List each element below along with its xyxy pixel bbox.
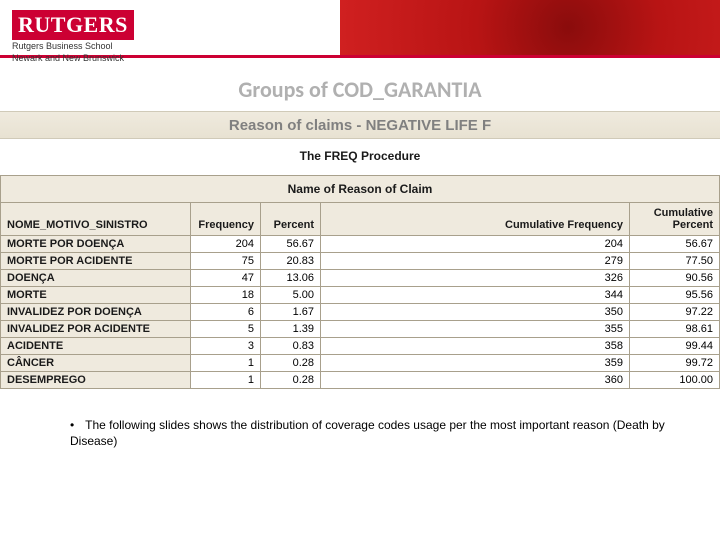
table-row: CÂNCER10.2835999.72 <box>1 355 720 372</box>
logo: RUTGERS Rutgers Business School Newark a… <box>12 10 134 64</box>
cell-cpct: 90.56 <box>630 270 720 287</box>
header: RUTGERS Rutgers Business School Newark a… <box>0 0 720 70</box>
cell-cpct: 100.00 <box>630 372 720 389</box>
col-pct: Percent <box>261 203 321 236</box>
cell-pct: 1.67 <box>261 304 321 321</box>
logo-subtitle-2: Newark and New Brunswick <box>12 54 134 64</box>
logo-subtitle-1: Rutgers Business School <box>12 42 134 52</box>
cell-label: MORTE <box>1 287 191 304</box>
proc-label: The FREQ Procedure <box>0 139 720 175</box>
cell-cpct: 98.61 <box>630 321 720 338</box>
table-row: MORTE POR ACIDENTE7520.8327977.50 <box>1 253 720 270</box>
cell-freq: 1 <box>191 372 261 389</box>
cell-freq: 6 <box>191 304 261 321</box>
cell-pct: 56.67 <box>261 236 321 253</box>
cell-cfreq: 350 <box>321 304 630 321</box>
cell-cfreq: 279 <box>321 253 630 270</box>
col-freq: Frequency <box>191 203 261 236</box>
cell-label: DOENÇA <box>1 270 191 287</box>
cell-pct: 0.83 <box>261 338 321 355</box>
cell-cfreq: 326 <box>321 270 630 287</box>
page-title: Groups of COD_GARANTIA <box>0 76 720 103</box>
cell-label: MORTE POR ACIDENTE <box>1 253 191 270</box>
cell-label: INVALIDEZ POR ACIDENTE <box>1 321 191 338</box>
table-row: ACIDENTE30.8335899.44 <box>1 338 720 355</box>
cell-freq: 47 <box>191 270 261 287</box>
logo-wordmark: RUTGERS <box>12 10 134 40</box>
cell-pct: 20.83 <box>261 253 321 270</box>
cell-freq: 1 <box>191 355 261 372</box>
table-row: MORTE POR DOENÇA20456.6720456.67 <box>1 236 720 253</box>
cell-freq: 75 <box>191 253 261 270</box>
cell-label: MORTE POR DOENÇA <box>1 236 191 253</box>
cell-freq: 3 <box>191 338 261 355</box>
cell-freq: 5 <box>191 321 261 338</box>
table-row: MORTE185.0034495.56 <box>1 287 720 304</box>
cell-pct: 0.28 <box>261 372 321 389</box>
bullet-dot: • <box>70 417 82 433</box>
col-cfreq: Cumulative Frequency <box>321 203 630 236</box>
cell-cpct: 95.56 <box>630 287 720 304</box>
bullet-note: • The following slides shows the distrib… <box>0 389 720 449</box>
cell-label: DESEMPREGO <box>1 372 191 389</box>
table-row: INVALIDEZ POR ACIDENTE51.3935598.61 <box>1 321 720 338</box>
cell-cpct: 56.67 <box>630 236 720 253</box>
cell-cpct: 97.22 <box>630 304 720 321</box>
cell-pct: 1.39 <box>261 321 321 338</box>
table-super-header: Name of Reason of Claim <box>1 176 720 203</box>
cell-freq: 204 <box>191 236 261 253</box>
table-row: DOENÇA4713.0632690.56 <box>1 270 720 287</box>
cell-cfreq: 360 <box>321 372 630 389</box>
col-label: NOME_MOTIVO_SINISTRO <box>1 203 191 236</box>
freq-table: Name of Reason of Claim NOME_MOTIVO_SINI… <box>0 175 720 389</box>
col-cpct: Cumulative Percent <box>630 203 720 236</box>
cell-cfreq: 358 <box>321 338 630 355</box>
cell-label: INVALIDEZ POR DOENÇA <box>1 304 191 321</box>
cell-cpct: 99.44 <box>630 338 720 355</box>
cell-cpct: 77.50 <box>630 253 720 270</box>
cell-pct: 5.00 <box>261 287 321 304</box>
table-row: INVALIDEZ POR DOENÇA61.6735097.22 <box>1 304 720 321</box>
cell-label: CÂNCER <box>1 355 191 372</box>
header-seal-bg <box>340 0 720 55</box>
cell-cfreq: 359 <box>321 355 630 372</box>
cell-cfreq: 344 <box>321 287 630 304</box>
cell-freq: 18 <box>191 287 261 304</box>
cell-cfreq: 204 <box>321 236 630 253</box>
bullet-text: The following slides shows the distribut… <box>70 418 665 448</box>
cell-label: ACIDENTE <box>1 338 191 355</box>
table-header-row: NOME_MOTIVO_SINISTRO Frequency Percent C… <box>1 203 720 236</box>
table-row: DESEMPREGO10.28360100.00 <box>1 372 720 389</box>
cell-cpct: 99.72 <box>630 355 720 372</box>
cell-pct: 0.28 <box>261 355 321 372</box>
cell-pct: 13.06 <box>261 270 321 287</box>
cell-cfreq: 355 <box>321 321 630 338</box>
subtitle-band: Reason of claims - NEGATIVE LIFE F <box>0 111 720 139</box>
subtitle-text: Reason of claims - NEGATIVE LIFE F <box>229 117 491 134</box>
freq-table-wrap: Name of Reason of Claim NOME_MOTIVO_SINI… <box>0 175 720 389</box>
